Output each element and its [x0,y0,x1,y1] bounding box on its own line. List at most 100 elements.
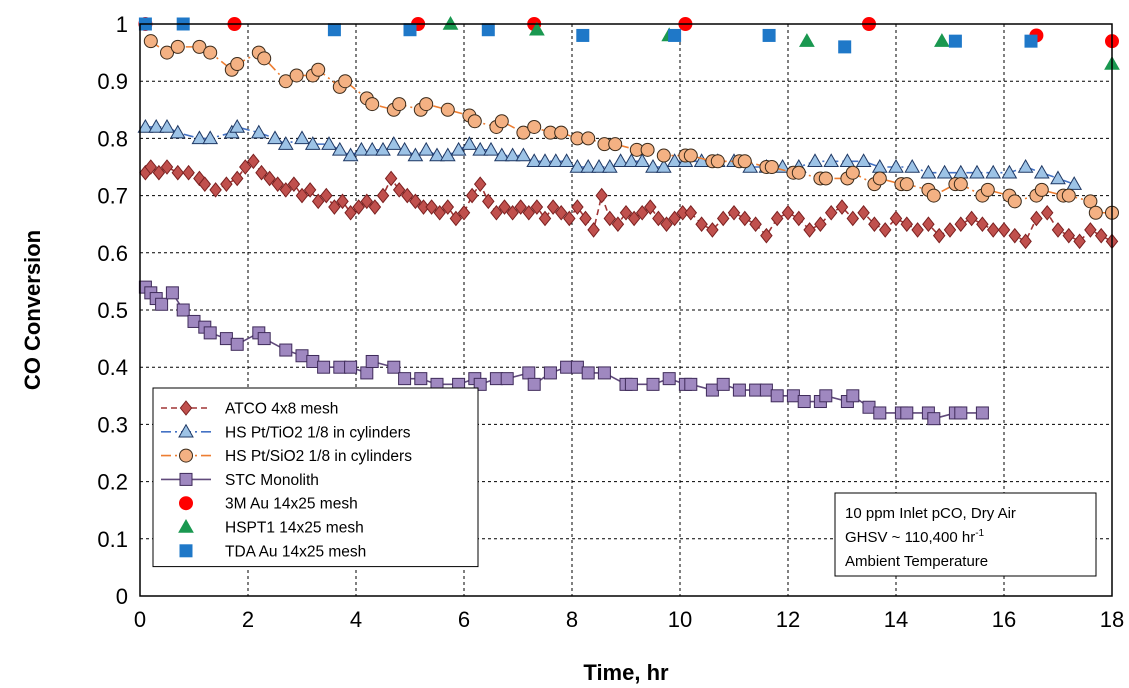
series-4 [138,280,989,426]
series-layer [137,15,1120,426]
data-point [303,182,317,198]
data-point [530,199,544,215]
data-point [352,199,365,215]
condition-annotation-box: 10 ppm Inlet pCO, Dry Air GHSV ~ 110,400… [834,492,1097,577]
data-point [762,28,776,42]
series-6 [442,15,1120,70]
data-point [320,187,333,204]
series-1 [139,153,1119,250]
data-point [823,153,840,168]
data-point [1030,210,1043,227]
data-point [819,389,833,403]
data-point [814,216,827,233]
data-point [948,34,962,48]
series-line [145,126,1075,185]
data-point [1073,233,1086,250]
data-point [192,39,207,54]
annotation-ghsv: GHSV ~ 110,400 hr [845,529,975,546]
data-point [514,199,527,215]
data-point [597,366,611,380]
x-tick-label: 16 [992,607,1016,632]
data-point [144,159,158,175]
data-point [684,204,698,221]
data-point [483,141,499,156]
x-tick-label: 8 [566,607,578,632]
annotation-line-1: 10 ppm Inlet pCO, Dry Air [845,505,1016,522]
data-point [229,118,246,133]
data-point [294,130,310,145]
data-point [634,153,651,168]
data-point [328,199,341,215]
data-point [516,125,531,140]
data-point [1040,204,1054,221]
data-point [365,354,379,368]
x-axis-ticks: 0 2 4 6 8 10 12 14 16 18 [134,607,1124,632]
data-point [257,51,272,66]
data-point [1083,194,1098,209]
data-point [579,210,592,227]
data-point [1051,222,1065,238]
data-point [279,182,293,198]
data-point [289,68,304,83]
data-point [1050,170,1066,185]
data-point [644,199,657,215]
data-point [457,204,471,221]
data-point [203,326,217,340]
data-point [975,406,989,420]
data-point [786,389,800,403]
data-point [137,118,154,133]
data-point [403,23,417,37]
data-point [732,383,746,397]
y-tick-label: 0.5 [97,298,128,323]
data-point [660,216,673,233]
data-point [932,227,946,244]
data-point [489,372,503,386]
data-point [693,153,710,168]
legend-marker [179,544,193,558]
x-tick-label: 4 [350,607,362,632]
data-point [277,136,294,150]
data-point [1088,205,1103,220]
data-point [934,33,950,47]
data-point [267,130,283,145]
legend-label: 3M Au 14x25 mesh [225,496,358,513]
y-axis-label: CO Conversion [20,230,45,390]
data-point [668,210,681,227]
data-point [591,158,607,173]
data-point [936,164,953,179]
data-point [900,216,914,233]
data-point [440,102,455,117]
data-point [182,164,195,181]
legend-marker [179,472,193,486]
data-point [338,74,353,89]
legend-marker [178,423,194,438]
data-point [500,372,514,386]
data-point [976,216,989,233]
data-point [295,349,309,363]
data-point [645,158,661,173]
data-point [570,360,584,374]
data-point [824,204,838,221]
legend-item: ATCO 4x8 mesh [161,400,338,418]
data-point [546,199,560,215]
data-point [646,377,660,391]
data-point [695,216,708,233]
annotation-line-3: Ambient Temperature [845,553,988,570]
data-point [504,147,521,162]
legend-item: HS Pt/SiO2 1/8 in cylinders [161,448,412,465]
y-tick-label: 0.3 [97,412,128,437]
data-point [652,210,665,227]
data-point [239,159,252,175]
data-point [872,171,887,186]
data-point [1034,182,1049,197]
data-point [749,216,762,233]
data-point [623,153,640,168]
data-point [461,136,478,150]
data-point [493,147,510,162]
x-tick-label: 10 [668,607,692,632]
data-point [311,62,326,77]
data-point [344,360,358,374]
annotation-ghsv-exponent: -1 [975,528,984,539]
data-point [209,182,222,198]
series-line [144,286,983,420]
